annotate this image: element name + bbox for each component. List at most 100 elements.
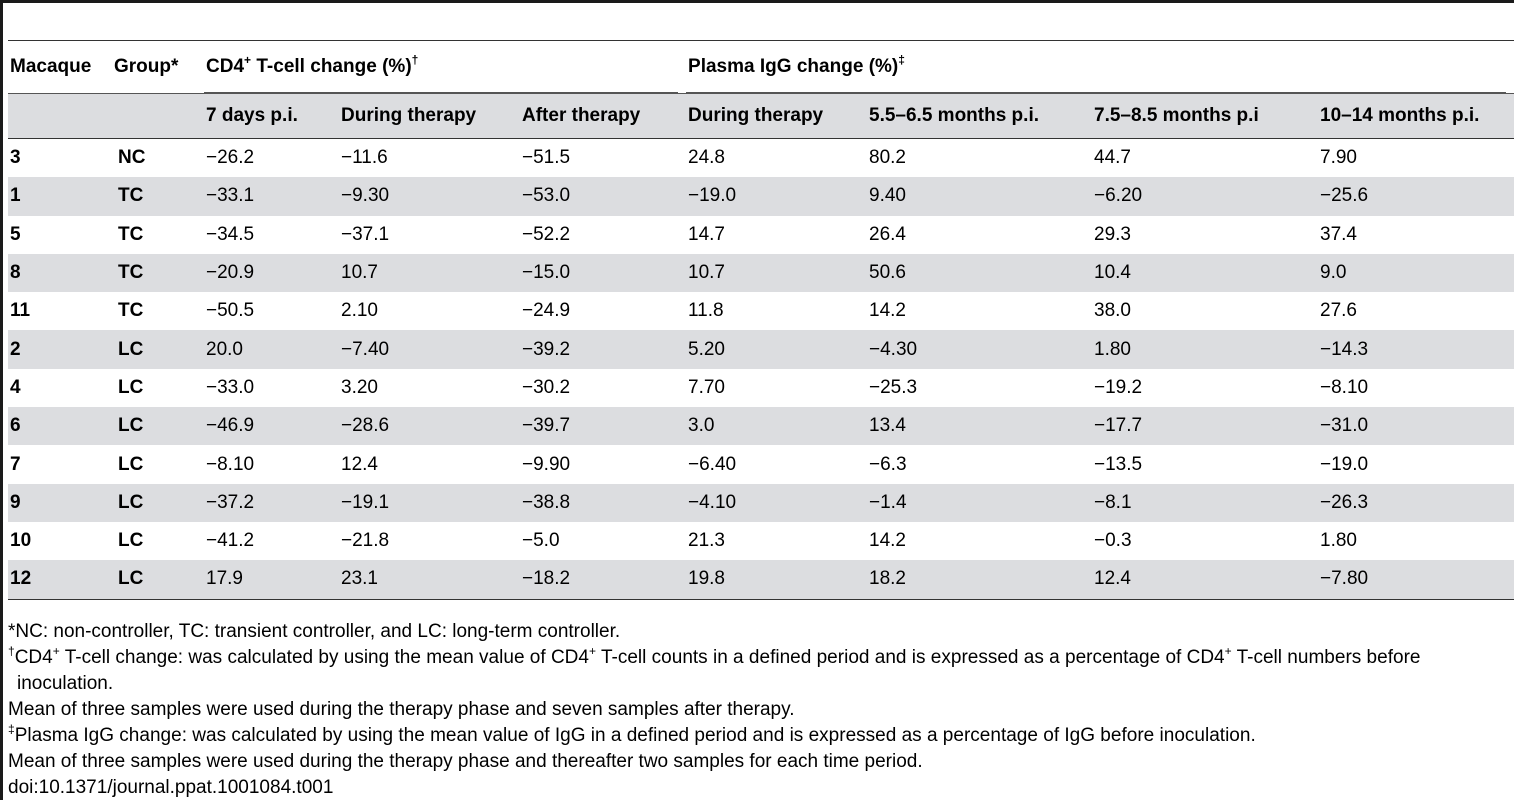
cell-igg-during: −6.40 <box>688 453 737 475</box>
left-border <box>0 0 3 800</box>
cell-igg-10-14months: −25.6 <box>1318 177 1514 216</box>
cell-igg-7-8months: −17.7 <box>1092 407 1318 446</box>
footnotes: *NC: non-controller, TC: transient contr… <box>8 619 1514 801</box>
cell-group: LC <box>112 330 204 369</box>
cell-cd4-after: −24.9 <box>522 300 571 322</box>
cell-igg-7-8months: −6.20 <box>1092 177 1318 216</box>
cell-macaque: 12 <box>8 560 112 600</box>
cell-cd4-during: −9.30 <box>339 177 520 216</box>
cell-group: NC <box>118 147 146 169</box>
cell-igg-during: 3.0 <box>686 407 867 446</box>
cell-igg-7-8months: −0.3 <box>1094 530 1132 552</box>
cell-cd4-7days: −33.0 <box>206 376 255 398</box>
cell-macaque: 2 <box>8 330 112 369</box>
cell-cd4-7days: −41.2 <box>206 530 255 552</box>
cell-igg-5-6months: 26.4 <box>869 223 906 245</box>
cell-igg-7-8months: 1.80 <box>1092 330 1318 369</box>
cell-igg-10-14months: 1.80 <box>1320 530 1357 552</box>
cell-igg-10-14months: −31.0 <box>1318 407 1514 446</box>
cell-igg-during: 7.70 <box>688 376 725 398</box>
header-blank <box>8 93 112 139</box>
cell-igg-7-8months: 38.0 <box>1094 300 1131 322</box>
cell-igg-7-8months: 44.7 <box>1094 147 1131 169</box>
footnote-cd4-cont: inoculation. <box>17 673 114 694</box>
cell-cd4-during: 23.1 <box>339 560 520 600</box>
cell-cd4-during: −11.6 <box>341 147 388 169</box>
cell-group: LC <box>118 376 144 398</box>
cell-igg-5-6months: −25.3 <box>869 376 918 398</box>
cell-igg-10-14months: 37.4 <box>1320 223 1357 245</box>
cell-cd4-after: −52.2 <box>522 223 571 245</box>
header-cd4-7days: 7 days p.i. <box>204 93 339 139</box>
cell-cd4-after: −18.2 <box>520 560 686 600</box>
header-row-secondary: 7 days p.i. During therapy After therapy… <box>8 93 1514 139</box>
cell-igg-during: 5.20 <box>686 330 867 369</box>
cell-igg-10-14months: −26.3 <box>1318 483 1514 522</box>
cell-cd4-7days: −33.1 <box>204 177 339 216</box>
cell-cd4-after: −5.0 <box>522 530 560 552</box>
footnote-cd4-samples: Mean of three samples were used during t… <box>8 699 795 720</box>
cell-igg-during: 24.8 <box>688 147 725 169</box>
table-row: 8 TC −20.9 10.7 −15.0 10.7 50.6 10.4 9.0 <box>8 253 1514 293</box>
cell-igg-during: 21.3 <box>688 530 725 552</box>
cell-macaque: 4 <box>10 376 21 398</box>
cell-group: LC <box>118 530 144 552</box>
cell-cd4-7days: 20.0 <box>204 330 339 369</box>
cell-cd4-during: 10.7 <box>339 253 520 293</box>
cell-igg-10-14months: −19.0 <box>1320 453 1369 475</box>
cell-macaque: 10 <box>10 530 32 552</box>
cell-cd4-7days: −46.9 <box>204 407 339 446</box>
cell-cd4-during: −21.8 <box>341 530 390 552</box>
cell-igg-5-6months: 50.6 <box>867 253 1092 293</box>
header-group: Group* <box>112 40 204 94</box>
cell-igg-7-8months: −19.2 <box>1094 376 1143 398</box>
table-row: 10 LC −41.2 −21.8 −5.0 21.3 14.2 −0.3 1.80 <box>8 522 1514 560</box>
header-macaque: Macaque <box>8 40 112 94</box>
cell-igg-5-6months: −6.3 <box>869 453 907 475</box>
table-row: 6 LC −46.9 −28.6 −39.7 3.0 13.4 −17.7 −31.0 <box>8 407 1514 446</box>
table-row: 11 TC −50.5 2.10 −24.9 11.8 14.2 38.0 27.6 <box>8 292 1514 330</box>
header-cd4-after: After therapy <box>520 93 686 139</box>
footnote-igg-samples: Mean of three samples were used during t… <box>8 751 923 772</box>
cell-igg-5-6months: −4.30 <box>867 330 1092 369</box>
cell-cd4-during: −37.1 <box>341 223 390 245</box>
cell-igg-5-6months: 80.2 <box>869 147 906 169</box>
data-table: Macaque Group* CD4+ T-cell change (%)† P… <box>8 40 1514 600</box>
table-row: 7 LC −8.10 12.4 −9.90 −6.40 −6.3 −13.5 −19.0 <box>8 445 1514 483</box>
cell-cd4-after: −15.0 <box>520 253 686 293</box>
cell-igg-7-8months: −13.5 <box>1094 453 1143 475</box>
cell-igg-7-8months: 29.3 <box>1094 223 1131 245</box>
cell-macaque: 7 <box>10 453 21 475</box>
top-border <box>0 0 1514 3</box>
cell-macaque: 8 <box>8 253 112 293</box>
cell-igg-10-14months: 27.6 <box>1320 300 1357 322</box>
cell-cd4-7days: −20.9 <box>204 253 339 293</box>
cell-cd4-during: −7.40 <box>339 330 520 369</box>
header-igg-5-6months: 5.5–6.5 months p.i. <box>867 93 1092 139</box>
cell-cd4-during: 3.20 <box>341 376 378 398</box>
cell-igg-5-6months: 9.40 <box>867 177 1092 216</box>
footnote-igg: ‡Plasma IgG change: was calculated by us… <box>8 721 1256 746</box>
cell-igg-during: 19.8 <box>686 560 867 600</box>
cell-cd4-7days: 17.9 <box>204 560 339 600</box>
cell-group: TC <box>118 300 144 322</box>
table-row: 3 NC −26.2 −11.6 −51.5 24.8 80.2 44.7 7.90 <box>8 139 1514 178</box>
table-row: 12 LC 17.9 23.1 −18.2 19.8 18.2 12.4 −7.80 <box>8 560 1514 600</box>
data-table-container: Macaque Group* CD4+ T-cell change (%)† P… <box>8 40 1514 600</box>
cell-cd4-7days: −26.2 <box>206 147 255 169</box>
header-blank <box>112 93 204 139</box>
cell-igg-10-14months: −7.80 <box>1318 560 1514 600</box>
cell-cd4-after: −39.7 <box>520 407 686 446</box>
table-row: 9 LC −37.2 −19.1 −38.8 −4.10 −1.4 −8.1 −26.3 <box>8 483 1514 522</box>
header-row-primary: Macaque Group* CD4+ T-cell change (%)† P… <box>8 40 1514 94</box>
header-igg-10-14months: 10–14 months p.i. <box>1318 93 1514 139</box>
cell-igg-5-6months: 18.2 <box>867 560 1092 600</box>
cell-igg-10-14months: 9.0 <box>1318 253 1514 293</box>
cell-igg-10-14months: −14.3 <box>1318 330 1514 369</box>
cell-cd4-during: 12.4 <box>341 453 378 475</box>
cell-group: TC <box>112 253 204 293</box>
cell-igg-during: 11.8 <box>688 300 724 322</box>
table-body: 3 NC −26.2 −11.6 −51.5 24.8 80.2 44.7 7.90 1 TC −33… <box>8 139 1514 600</box>
cell-macaque: 1 <box>8 177 112 216</box>
footnote-groups: *NC: non-controller, TC: transient contr… <box>8 621 621 642</box>
